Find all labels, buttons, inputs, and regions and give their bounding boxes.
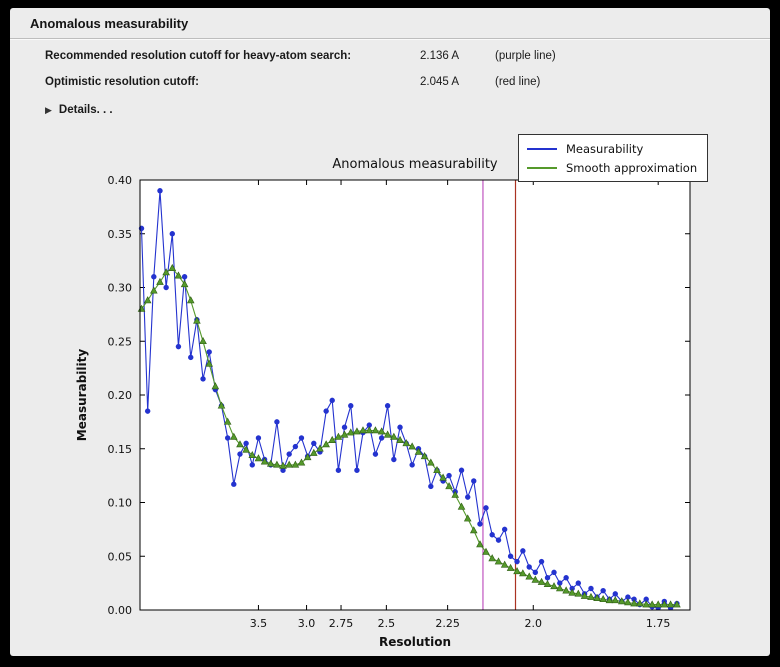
svg-text:Anomalous measurability: Anomalous measurability — [332, 157, 498, 172]
panel-header: Anomalous measurability — [10, 8, 770, 39]
optimistic-cutoff-value: 2.045 A — [420, 76, 460, 88]
legend-label: Smooth approximation — [566, 160, 698, 175]
optimistic-cutoff-row: Optimistic resolution cutoff: 2.045 A (r… — [45, 76, 540, 88]
anomalous-measurability-panel: Anomalous measurability Recommended reso… — [10, 8, 770, 656]
svg-text:0.20: 0.20 — [108, 389, 133, 402]
svg-text:Measurability: Measurability — [75, 349, 89, 442]
svg-text:2.75: 2.75 — [329, 617, 354, 630]
page-title: Anomalous measurability — [30, 16, 189, 31]
svg-text:0.30: 0.30 — [108, 282, 133, 295]
svg-text:2.5: 2.5 — [378, 617, 396, 630]
svg-text:3.5: 3.5 — [250, 617, 268, 630]
recommended-cutoff-value: 2.136 A — [420, 50, 460, 62]
measurability-chart: 3.5 3.0 2.75 2.5 2.25 2.0 1.75 0.00 0.05 0.10 0.15… — [75, 157, 691, 649]
optimistic-cutoff-label: Optimistic resolution cutoff: — [45, 76, 199, 88]
svg-text:2.25: 2.25 — [435, 617, 460, 630]
svg-text:Resolution: Resolution — [379, 635, 451, 649]
svg-text:1.75: 1.75 — [646, 617, 671, 630]
legend-entry: Measurability — [527, 139, 697, 158]
svg-text:0.25: 0.25 — [108, 335, 133, 348]
recommended-cutoff-note: (purple line) — [495, 50, 556, 62]
svg-text:2.0: 2.0 — [525, 617, 543, 630]
chart-legend: Measurability Smooth approximation — [518, 134, 709, 182]
legend-swatch — [527, 147, 557, 150]
svg-text:0.00: 0.00 — [108, 604, 133, 617]
legend-label: Measurability — [566, 141, 644, 156]
chart-figure: 3.5 3.0 2.75 2.5 2.25 2.0 1.75 0.00 0.05 0.10 0.15… — [60, 132, 770, 654]
details-toggle[interactable]: ▶ Details. . . — [45, 104, 113, 116]
recommended-cutoff-label: Recommended resolution cutoff for heavy-… — [45, 50, 352, 62]
svg-text:0.05: 0.05 — [108, 550, 133, 563]
svg-text:0.15: 0.15 — [108, 443, 133, 456]
svg-text:3.0: 3.0 — [298, 617, 316, 630]
legend-entry: Smooth approximation — [527, 158, 697, 177]
svg-text:0.40: 0.40 — [108, 174, 133, 187]
optimistic-cutoff-note: (red line) — [495, 76, 541, 88]
svg-text:0.35: 0.35 — [108, 228, 133, 241]
svg-text:0.10: 0.10 — [108, 497, 133, 510]
legend-swatch — [527, 166, 557, 169]
details-label: Details. . . — [58, 104, 113, 116]
recommended-cutoff-row: Recommended resolution cutoff for heavy-… — [45, 50, 556, 62]
disclosure-triangle-icon: ▶ — [45, 104, 52, 115]
